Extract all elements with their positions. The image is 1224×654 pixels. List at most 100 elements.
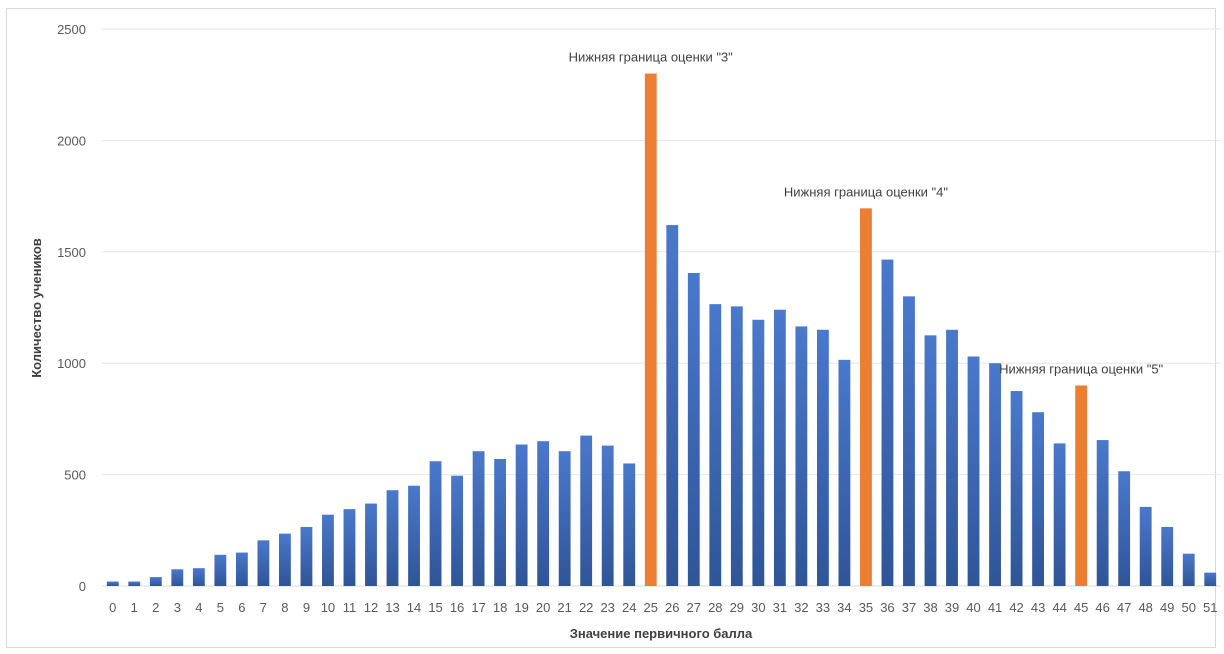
bar-42 [1010, 391, 1023, 586]
bar-27 [687, 272, 700, 586]
x-tick-label: 48 [1138, 600, 1152, 615]
bar-28 [709, 304, 722, 586]
annotation-label: Нижняя граница оценки "5" [999, 361, 1163, 376]
x-tick-label: 42 [1009, 600, 1023, 615]
bar-51 [1204, 572, 1217, 586]
x-tick-label: 4 [195, 600, 202, 615]
x-tick-label: 3 [174, 600, 181, 615]
x-tick-label: 40 [966, 600, 980, 615]
bar-10 [322, 514, 334, 586]
bar-5 [214, 554, 227, 586]
x-tick-label: 32 [794, 600, 808, 615]
bar-20 [537, 441, 550, 586]
x-tick-label: 6 [238, 600, 245, 615]
x-tick-label: 9 [303, 600, 310, 615]
x-tick-label: 13 [385, 600, 399, 615]
bar-19 [515, 444, 528, 586]
x-tick-label: 44 [1052, 600, 1066, 615]
x-axis-title: Значение первичного балла [570, 626, 753, 641]
bar-49 [1161, 526, 1174, 586]
x-tick-label: 29 [730, 600, 744, 615]
gridlines [102, 28, 1221, 587]
x-tick-label: 30 [751, 600, 765, 615]
bar-22 [580, 435, 593, 586]
bar-29 [730, 306, 743, 586]
bar-11 [343, 509, 356, 586]
y-tick-label: 500 [64, 468, 86, 483]
x-tick-label: 49 [1160, 600, 1174, 615]
bar-3 [171, 569, 184, 586]
x-tick-label: 1 [131, 600, 138, 615]
x-tick-label: 10 [321, 600, 335, 615]
bar-18 [494, 459, 507, 586]
x-tick-label: 12 [364, 600, 378, 615]
bar-16 [451, 475, 463, 586]
x-tick-label: 37 [902, 600, 916, 615]
x-tick-label: 31 [773, 600, 787, 615]
x-tick-label: 25 [644, 600, 658, 615]
bar-0 [106, 581, 119, 586]
annotation-label: Нижняя граница оценки "3" [569, 50, 733, 65]
x-tick-label: 51 [1203, 600, 1217, 615]
bar-37 [903, 296, 915, 586]
x-tick-label: 28 [708, 600, 722, 615]
bars [106, 73, 1217, 586]
x-tick-label: 8 [281, 600, 288, 615]
x-tick-label: 21 [557, 600, 571, 615]
x-tick-label: 5 [217, 600, 224, 615]
highlight-bar-45 [1075, 385, 1088, 586]
x-tick-label: 14 [407, 600, 421, 615]
x-tick-label: 45 [1074, 600, 1088, 615]
bar-26 [666, 225, 679, 586]
bar-38 [924, 335, 937, 586]
x-tick-label: 26 [665, 600, 679, 615]
bar-24 [623, 463, 636, 586]
bar-48 [1139, 506, 1152, 586]
bar-2 [149, 577, 162, 586]
x-tick-label: 41 [988, 600, 1002, 615]
x-tick-label: 39 [945, 600, 959, 615]
bar-9 [300, 526, 313, 586]
y-tick-label: 2500 [57, 22, 86, 37]
bar-41 [989, 363, 1001, 586]
x-tick-label: 33 [816, 600, 830, 615]
bar-43 [1032, 412, 1045, 586]
x-tick-label: 0 [109, 600, 116, 615]
x-tick-label: 46 [1095, 600, 1109, 615]
bar-40 [967, 356, 980, 586]
x-tick-label: 18 [493, 600, 507, 615]
x-tick-label: 20 [536, 600, 550, 615]
x-tick-label: 15 [428, 600, 442, 615]
x-tick-label: 50 [1181, 600, 1195, 615]
bar-44 [1053, 443, 1066, 586]
highlight-bar-25 [644, 73, 657, 586]
x-tick-label: 7 [260, 600, 267, 615]
bar-8 [278, 533, 291, 586]
bar-7 [257, 540, 270, 586]
x-tick-label: 38 [923, 600, 937, 615]
bar-21 [558, 451, 571, 586]
bar-6 [235, 552, 248, 586]
x-tick-label: 17 [471, 600, 485, 615]
annotation-label: Нижняя граница оценки "4" [784, 184, 948, 199]
bar-33 [816, 329, 829, 586]
bar-36 [881, 259, 894, 586]
x-tick-label: 22 [579, 600, 593, 615]
bar-30 [752, 319, 765, 586]
y-tick-label: 0 [79, 579, 86, 594]
x-tick-label: 35 [859, 600, 873, 615]
y-axis-ticks: 0 500 1000 1500 2000 2500 [57, 22, 86, 594]
x-tick-label: 19 [514, 600, 528, 615]
x-tick-label: 16 [450, 600, 464, 615]
y-axis-title: Количество учеников [29, 238, 44, 378]
bar-32 [795, 326, 808, 586]
bar-47 [1118, 471, 1131, 586]
y-tick-label: 2000 [57, 133, 86, 148]
bar-1 [128, 581, 141, 586]
x-tick-label: 23 [600, 600, 614, 615]
bar-23 [601, 445, 614, 586]
bar-13 [386, 490, 399, 586]
x-tick-label: 36 [880, 600, 894, 615]
x-tick-label: 34 [837, 600, 851, 615]
